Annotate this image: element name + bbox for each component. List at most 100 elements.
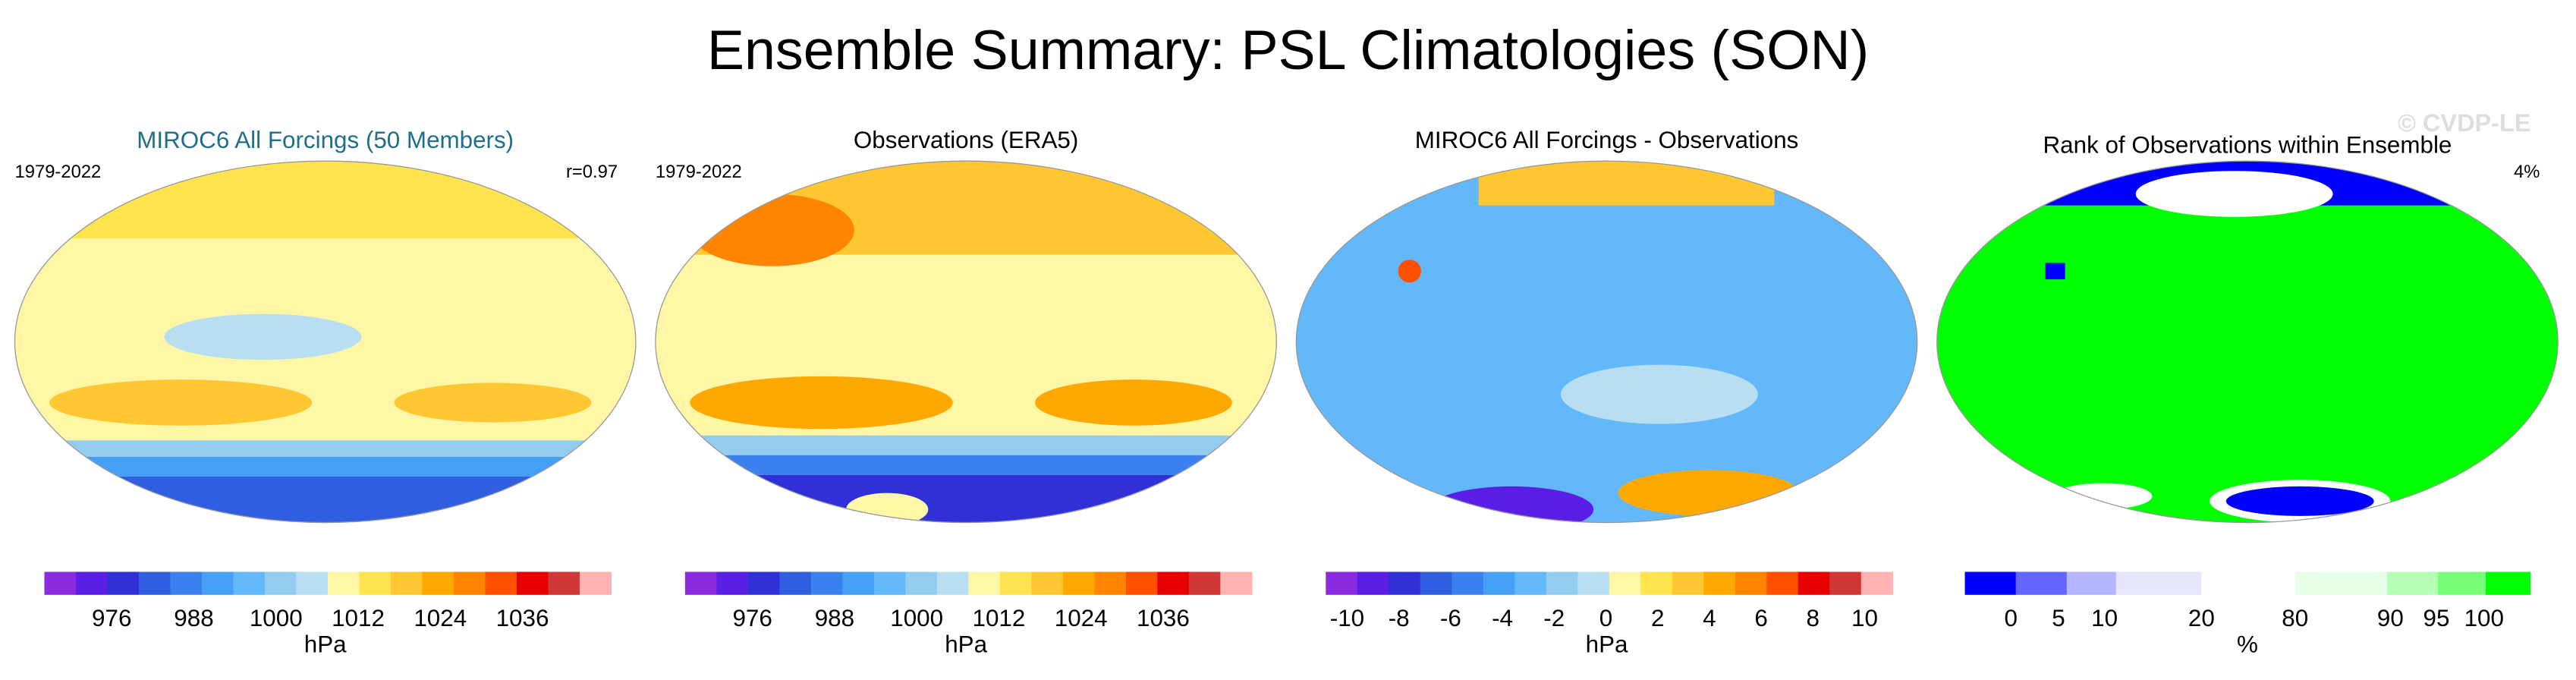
colorbar-box	[810, 571, 844, 595]
colorbar-box	[390, 571, 423, 595]
colorbar-label: 1036	[1137, 605, 1190, 631]
colorbar-box	[579, 571, 612, 595]
colorbar-box	[1483, 571, 1515, 595]
colorbar-box	[1188, 571, 1222, 595]
figure-title: Ensemble Summary: PSL Climatologies (SON…	[707, 18, 1869, 81]
colorbar-box	[1326, 571, 1358, 595]
colorbar-box	[2201, 571, 2296, 595]
map-outline	[655, 160, 1277, 524]
map-outline	[1936, 160, 2559, 524]
colorbar-unit: hPa	[945, 631, 987, 658]
colorbar-unit: %	[2237, 631, 2258, 658]
colorbar-box	[747, 571, 781, 595]
panel-title: Rank of Observations within Ensemble	[2043, 131, 2452, 158]
colorbar-label: 10	[1851, 605, 1878, 631]
colorbar-unit: hPa	[304, 631, 347, 658]
colorbar-box	[1577, 571, 1610, 595]
colorbar-unit: hPa	[1586, 631, 1628, 658]
colorbar-box	[1829, 571, 1862, 595]
colorbar-label: 2	[1651, 605, 1664, 631]
colorbar-label: 95	[2423, 605, 2450, 631]
colorbar-label: 4	[1703, 605, 1716, 631]
colorbar-box	[1094, 571, 1127, 595]
colorbar-label: 976	[732, 605, 772, 631]
colorbar-box	[138, 571, 171, 595]
map	[655, 161, 1277, 523]
colorbar-label: 1024	[414, 605, 467, 631]
colorbar-label: 10	[2091, 605, 2118, 631]
colorbar-box	[264, 571, 297, 595]
colorbar-box	[170, 571, 203, 595]
colorbar-box	[779, 571, 812, 595]
stat-label: 4%	[2514, 162, 2540, 182]
colorbar-label: 80	[2282, 605, 2308, 631]
colorbar-box	[2294, 571, 2388, 595]
colorbar-box	[1640, 571, 1673, 595]
map-outline	[14, 160, 637, 524]
colorbar-box	[1766, 571, 1799, 595]
colorbar-box	[1157, 571, 1190, 595]
colorbar-box	[905, 571, 938, 595]
colorbar-label: 976	[92, 605, 131, 631]
colorbar-label: 20	[2188, 605, 2215, 631]
watermark: © CVDP-LE	[2398, 109, 2530, 137]
colorbar-label: -4	[1492, 605, 1513, 631]
colorbar-box	[75, 571, 109, 595]
colorbar-box	[44, 571, 77, 595]
colorbar-box	[2015, 571, 2068, 595]
colorbar-label: 1012	[973, 605, 1026, 631]
colorbar-box	[1514, 571, 1547, 595]
map-outline	[1295, 160, 1918, 524]
colorbar-box	[107, 571, 140, 595]
colorbar-box	[2438, 571, 2486, 595]
colorbar-box	[453, 571, 486, 595]
colorbar-box	[2066, 571, 2117, 595]
colorbar-label: 1012	[332, 605, 385, 631]
colorbar-box	[2387, 571, 2439, 595]
colorbar-box	[1735, 571, 1767, 595]
colorbar-label: 90	[2377, 605, 2404, 631]
colorbar-box	[1546, 571, 1578, 595]
colorbar-label: -8	[1389, 605, 1410, 631]
colorbar-label: 988	[815, 605, 854, 631]
colorbar-box	[968, 571, 1001, 595]
colorbar-box	[201, 571, 234, 595]
colorbar-box	[296, 571, 329, 595]
colorbar-box	[548, 571, 580, 595]
colorbar-label: 100	[2464, 605, 2504, 631]
colorbar-box	[1703, 571, 1736, 595]
colorbar-label: 6	[1754, 605, 1767, 631]
colorbar-box	[999, 571, 1033, 595]
colorbar-box	[2115, 571, 2202, 595]
colorbar-label: 1000	[250, 605, 303, 631]
colorbar-box	[1357, 571, 1389, 595]
colorbar-box	[1672, 571, 1704, 595]
map	[14, 161, 636, 523]
colorbar-box	[1964, 571, 2017, 595]
colorbar-box	[1220, 571, 1253, 595]
colorbar-box	[327, 571, 360, 595]
colorbar-label: 5	[2052, 605, 2065, 631]
colorbar-label: -2	[1543, 605, 1565, 631]
stat-label: r=0.97	[566, 162, 618, 182]
map	[1296, 161, 1917, 523]
colorbar-label: 1036	[496, 605, 549, 631]
colorbar-label: 988	[174, 605, 213, 631]
colorbar-label: 1024	[1055, 605, 1108, 631]
map	[1936, 161, 2559, 523]
colorbar-box	[1452, 571, 1484, 595]
colorbar-box	[1420, 571, 1452, 595]
colorbar-box	[1031, 571, 1064, 595]
panel-title: Observations (ERA5)	[854, 127, 1078, 153]
colorbar-label: -10	[1330, 605, 1364, 631]
colorbar-box	[684, 571, 718, 595]
colorbar-box	[1389, 571, 1421, 595]
colorbar-label: 1000	[890, 605, 943, 631]
colorbar-box	[359, 571, 392, 595]
colorbar-box	[1860, 571, 1893, 595]
colorbar-box	[873, 571, 907, 595]
colorbar-box	[2485, 571, 2531, 595]
colorbar-label: 8	[1807, 605, 1820, 631]
colorbar-label: 0	[1599, 605, 1612, 631]
period-label: 1979-2022	[14, 162, 101, 182]
